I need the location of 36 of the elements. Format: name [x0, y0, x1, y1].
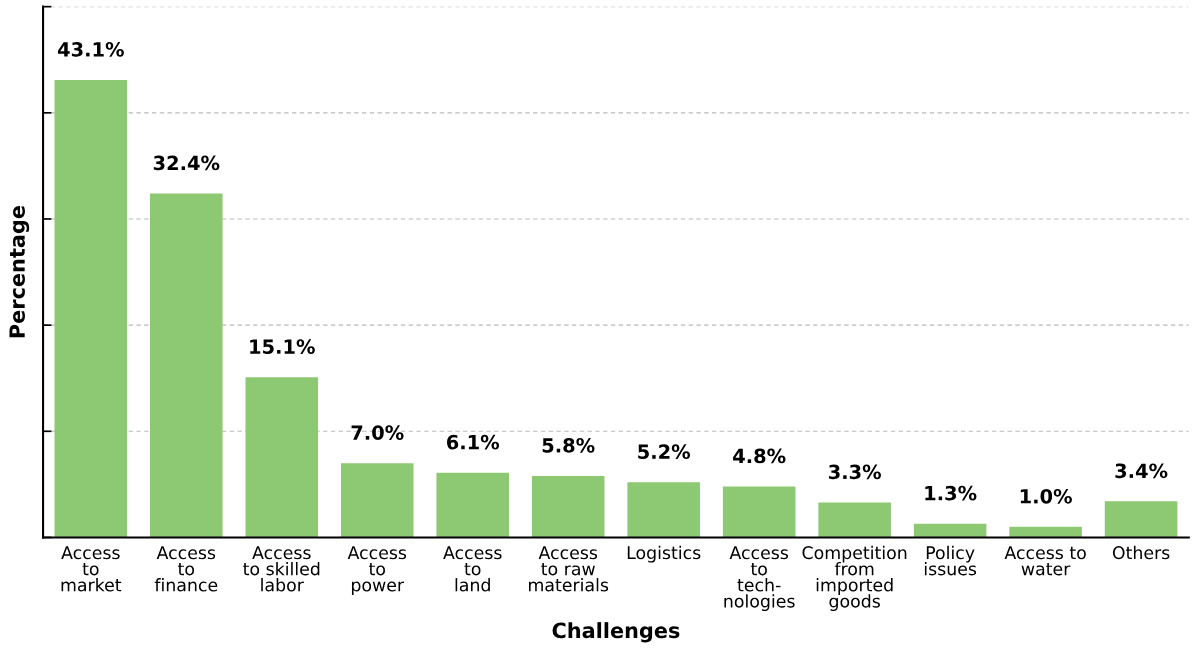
bar: [722, 486, 796, 538]
data-label: 1.3%: [925, 485, 977, 501]
data-label: 5.8%: [542, 437, 595, 453]
x-tick-label: Access to land: [443, 546, 502, 592]
x-tick-label: Policy issues: [924, 545, 977, 576]
x-tick-label: Access to skilled labor: [243, 546, 320, 592]
bar: [340, 463, 414, 538]
x-tick-label: Access to finance: [154, 546, 218, 592]
bar: [531, 475, 605, 538]
data-label: 4.8%: [733, 448, 786, 464]
data-label: 7.0%: [351, 425, 404, 440]
bar: [818, 502, 891, 538]
data-label: 6.1%: [446, 434, 500, 450]
data-label: 43.1%: [57, 41, 124, 57]
data-label: 32.4%: [153, 155, 220, 171]
y-axis-title: Percentage: [9, 206, 30, 338]
data-label: 5.2%: [638, 444, 691, 460]
x-tick-label: Access to tech- nologies: [724, 546, 795, 612]
x-tick-label: Access to market: [61, 546, 122, 592]
data-label: 3.3%: [828, 464, 881, 480]
data-label: 1.0%: [1020, 488, 1072, 504]
x-tick-label: Competition from imported goods: [802, 545, 907, 612]
bar: [54, 79, 128, 538]
x-tick-label: Access to power: [347, 546, 407, 595]
x-tick-label: Others: [1112, 545, 1170, 560]
x-tick-label: Access to water: [1004, 546, 1086, 576]
x-tick-label: Logistics: [627, 545, 701, 563]
bar: [627, 482, 700, 538]
bar: [436, 472, 509, 538]
x-axis-title: Challenges: [552, 622, 680, 643]
x-tick-label: Access to raw materials: [529, 546, 609, 592]
data-label: 15.1%: [250, 339, 315, 354]
bar: [1104, 501, 1178, 538]
bar: [149, 193, 223, 538]
data-label: 3.4%: [1115, 463, 1168, 479]
bar: [245, 377, 319, 538]
